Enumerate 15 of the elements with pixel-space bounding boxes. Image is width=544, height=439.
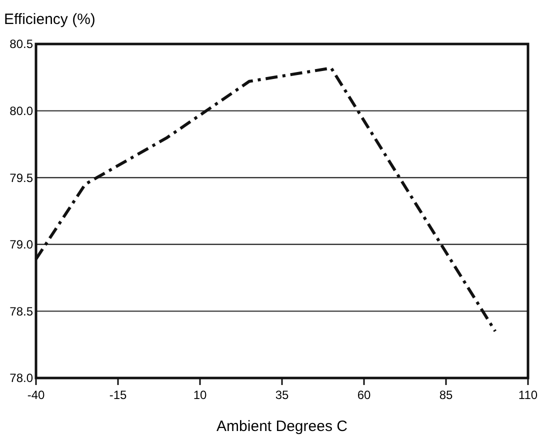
x-tick-label: 35 — [275, 388, 289, 402]
y-tick-label: 80.0 — [10, 104, 34, 118]
x-tick-label: -15 — [109, 388, 127, 402]
x-tick-label: 10 — [193, 388, 207, 402]
x-tick-label: 85 — [439, 388, 453, 402]
y-axis-title: Efficiency (%) — [4, 11, 96, 28]
y-tick-label: 78.0 — [10, 371, 34, 386]
y-tick-label: 79.0 — [10, 238, 34, 252]
y-tick-label: 80.5 — [10, 37, 34, 52]
x-tick-label: 110 — [518, 388, 538, 402]
x-tick-label: 60 — [357, 388, 371, 402]
x-tick-label: -40 — [27, 388, 45, 402]
x-axis-title: Ambient Degrees C — [216, 418, 348, 435]
y-tick-label: 78.5 — [10, 304, 34, 318]
y-tick-label: 79.5 — [10, 170, 34, 185]
